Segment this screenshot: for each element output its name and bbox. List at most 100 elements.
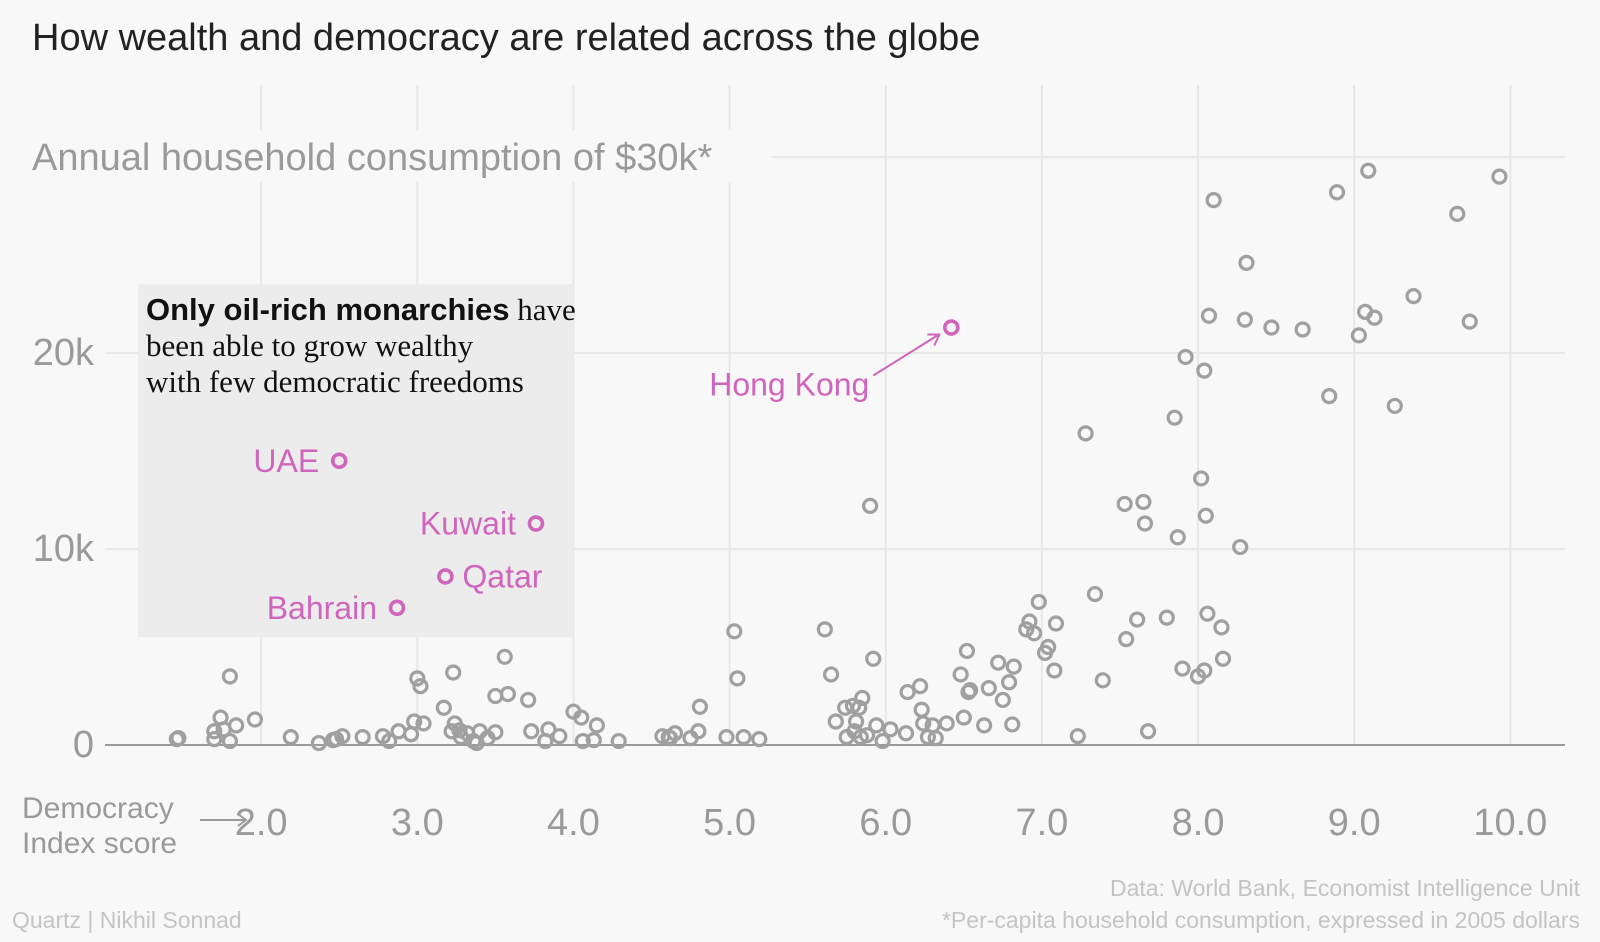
- x-tick-label: 3.0: [391, 802, 444, 844]
- data-point: [1177, 348, 1194, 366]
- chart-title: How wealth and democracy are related acr…: [32, 17, 980, 59]
- highlight-label: Bahrain: [267, 590, 377, 626]
- data-point: [1005, 658, 1022, 675]
- data-point: [913, 701, 930, 718]
- annotation-line2: been able to grow wealthy: [146, 328, 474, 363]
- data-point: [451, 722, 468, 739]
- data-point: [1077, 425, 1094, 442]
- data-point: [1350, 327, 1367, 344]
- data-point: [610, 732, 627, 750]
- data-point: [1069, 728, 1086, 745]
- x-tick-label: 5.0: [703, 802, 756, 844]
- data-point: [851, 699, 868, 716]
- data-point: [1018, 621, 1035, 638]
- data-point: [381, 732, 398, 750]
- data-point: [938, 715, 955, 732]
- data-point: [952, 666, 969, 683]
- y-tick-labels: 0 10k 20k: [33, 332, 95, 766]
- data-point: [520, 691, 537, 709]
- data-point: [1200, 307, 1218, 324]
- data-point: [751, 731, 768, 748]
- data-point: [1129, 611, 1146, 628]
- data-point: [487, 724, 504, 741]
- annotation-line1-rest: have: [509, 292, 575, 327]
- data-point: [735, 729, 752, 746]
- data-point: [882, 721, 899, 738]
- x-axis-title: Democracy Index score: [22, 792, 182, 860]
- data-point: [718, 729, 735, 746]
- data-point: [588, 717, 605, 734]
- source-note: Data: World Bank, Economist Intelligence…: [1110, 875, 1581, 901]
- data-point: [406, 713, 423, 730]
- y-top-label: Annual household consumption of $30k*: [32, 137, 712, 179]
- highlight-label: Qatar: [462, 558, 542, 594]
- data-point: [412, 678, 429, 695]
- y-top-label-bg: [24, 130, 772, 182]
- annotation-box: [138, 284, 574, 638]
- data-point: [955, 709, 972, 726]
- data-point: [827, 713, 844, 730]
- data-point: [1328, 184, 1346, 201]
- data-point: [1213, 619, 1230, 636]
- data-point: [206, 731, 223, 748]
- data-point: [1196, 362, 1213, 379]
- data-point: [958, 642, 976, 660]
- data-point: [729, 670, 746, 687]
- data-point: [874, 732, 891, 750]
- data-point: [334, 728, 351, 745]
- data-point: [496, 648, 513, 665]
- data-point: [1158, 609, 1175, 626]
- annotation-bold: Only oil-rich monarchies: [146, 292, 509, 327]
- data-point: [435, 699, 452, 716]
- data-point: [1321, 388, 1338, 405]
- data-point: [1360, 162, 1377, 179]
- data-point: [897, 725, 915, 742]
- data-point: [354, 729, 371, 746]
- data-point: [1214, 650, 1232, 667]
- highlight-label: UAE: [253, 443, 319, 479]
- data-point: [961, 682, 979, 699]
- data-point: [726, 623, 743, 640]
- data-point: [1366, 309, 1383, 326]
- data-point: [994, 691, 1011, 709]
- data-point: [170, 730, 187, 747]
- label-arrow: [872, 334, 938, 377]
- x-tick-label: 9.0: [1328, 802, 1381, 844]
- data-point: [666, 725, 684, 742]
- data-point: [990, 654, 1007, 671]
- data-point: [1139, 723, 1157, 740]
- data-point: [1263, 319, 1280, 336]
- data-point: [1040, 638, 1057, 656]
- data-point: [691, 698, 709, 715]
- data-point: [690, 723, 707, 740]
- data-point: [1294, 321, 1311, 338]
- highlight-point: [330, 452, 348, 470]
- data-point: [585, 731, 602, 749]
- data-point: [1030, 593, 1047, 611]
- highlight-point: [388, 599, 406, 617]
- data-point: [523, 723, 540, 740]
- data-point: [1236, 311, 1253, 328]
- data-point: [1238, 254, 1255, 271]
- data-point: [445, 664, 462, 681]
- data-point: [976, 717, 993, 734]
- x-tick-label: 4.0: [547, 802, 600, 844]
- x-axis-title-line2: Index score: [22, 827, 177, 860]
- data-point: [1166, 409, 1183, 426]
- data-point: [899, 683, 916, 701]
- data-point: [1174, 660, 1191, 677]
- data-point: [816, 621, 833, 638]
- arrow-head-icon: [927, 333, 941, 346]
- highlight-point: [437, 568, 454, 585]
- credit: Quartz | Nikhil Sonnad: [12, 907, 242, 933]
- annotation-line3: with few democratic freedoms: [146, 364, 524, 399]
- x-tick-labels: 2.0 3.0 4.0 5.0 6.0 7.0 8.0 9.0 10.0: [235, 802, 1548, 844]
- x-tick-label: 7.0: [1015, 802, 1068, 844]
- data-point: [1118, 631, 1135, 648]
- data-point: [206, 723, 223, 740]
- x-axis-title-line1: Democracy: [22, 792, 174, 825]
- data-point: [499, 685, 516, 703]
- data-point: [574, 732, 591, 750]
- data-point: [390, 723, 407, 740]
